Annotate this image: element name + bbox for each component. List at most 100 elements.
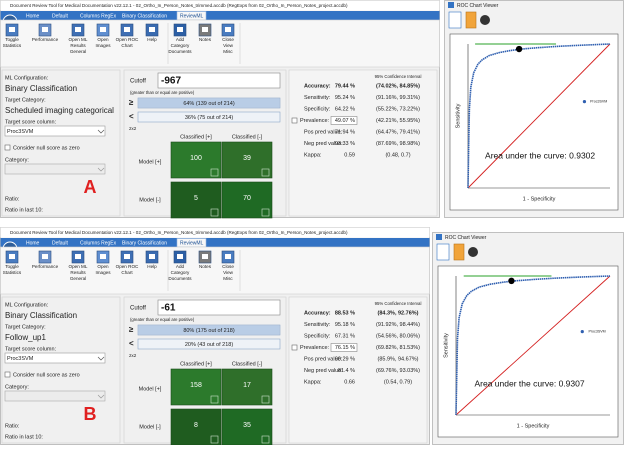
ribbon-button-label[interactable]: Open ML [69, 264, 88, 269]
ribbon-icon-detail [42, 254, 48, 259]
stats-pane [288, 69, 438, 217]
ribbon-button-label[interactable]: View [223, 270, 234, 275]
score-dropdown-value[interactable]: Proc3SVM [7, 129, 34, 135]
ribbon-button-label[interactable]: Images [95, 43, 111, 48]
x-axis-label: 1 - Specificity [517, 423, 550, 429]
ribbon-button-label[interactable]: Misc [223, 49, 233, 54]
stat-value: 71.94 % [335, 129, 355, 135]
ribbon-icon-detail [202, 254, 208, 259]
ribbon-icon-detail [149, 254, 155, 259]
toolbar-button[interactable] [453, 243, 465, 261]
matrix-cell[interactable] [221, 408, 273, 446]
ribbon-button-label[interactable]: Chart [121, 270, 133, 275]
ribbon-button-label[interactable]: Category [171, 43, 190, 48]
matrix-cell[interactable] [221, 141, 273, 179]
category-dropdown[interactable] [4, 163, 106, 175]
ribbon-button-label[interactable]: Toggle [5, 264, 19, 269]
score-dropdown[interactable] [4, 352, 106, 364]
app-window: Document Review Tool for Medical Documen… [0, 227, 430, 446]
cutoff-value[interactable]: -61 [161, 303, 176, 314]
cutoff-value[interactable]: -967 [161, 76, 181, 87]
ribbon-button-label[interactable]: Misc [223, 276, 233, 281]
lt-text: 36% (75 out of 214) [185, 115, 233, 121]
prevalence-checkbox[interactable] [291, 117, 298, 124]
legend-marker [580, 330, 584, 334]
stats-pane [288, 296, 428, 444]
matrix-title: 2x2 [129, 126, 137, 131]
toolbar-button[interactable] [468, 247, 478, 257]
lt-symbol: < [129, 339, 134, 348]
ribbon-button-label[interactable]: Results [70, 270, 86, 275]
ribbon-button-label[interactable]: Performance [32, 264, 59, 269]
ribbon-tab[interactable]: Columns RegEx [80, 240, 117, 246]
ribbon-tab[interactable]: Default [52, 13, 68, 19]
ribbon-button-label[interactable]: Statistics [3, 43, 22, 48]
matrix-cell[interactable] [170, 368, 222, 406]
ribbon-button-label[interactable]: Add [176, 37, 185, 42]
legend-label: Proc3SVM [588, 330, 605, 334]
ribbon-button-label[interactable]: Performance [32, 37, 59, 42]
ribbon-tab[interactable]: Columns RegEx [80, 13, 117, 19]
ribbon-button-label[interactable]: Help [147, 37, 157, 42]
panel-label: B [84, 404, 97, 424]
cutoff-input[interactable] [157, 72, 281, 89]
ribbon-tab[interactable]: ReviewML [180, 13, 204, 19]
ribbon-tab[interactable]: Binary Classification [122, 240, 167, 246]
lt-bar-track [137, 338, 281, 350]
ribbon-button-label[interactable]: General [70, 276, 86, 281]
ribbon-button-label[interactable]: Statistics [3, 270, 22, 275]
prevalence-checkbox[interactable] [291, 344, 298, 351]
ribbon-button-label[interactable]: Toggle [5, 37, 19, 42]
stat-value: 88.53 % [335, 310, 355, 316]
score-dropdown-value[interactable]: Proc3SVM [7, 356, 34, 362]
ribbon-icon-detail [9, 254, 15, 259]
stat-label: Prevalence: [300, 345, 330, 351]
ribbon-tab[interactable]: ReviewML [180, 240, 204, 246]
ribbon-tab[interactable]: Default [52, 240, 68, 246]
ribbon-button-label[interactable]: Open [97, 264, 109, 269]
prevalence-input[interactable] [330, 343, 358, 352]
ribbon-button-label[interactable]: Documents [168, 49, 192, 54]
matrix-cell[interactable] [170, 141, 222, 179]
ribbon-button-label[interactable]: Add [176, 264, 185, 269]
ribbon-button-label[interactable]: General [70, 49, 86, 54]
toolbar-button[interactable] [465, 11, 477, 29]
ribbon-button-label[interactable]: Documents [168, 276, 192, 281]
ribbon-button-label[interactable]: Results [70, 43, 86, 48]
toolbar-button[interactable] [480, 15, 490, 25]
ribbon-button-label[interactable]: Open ML [69, 37, 88, 42]
ribbon-button-label[interactable]: Help [147, 264, 157, 269]
toolbar-button[interactable] [448, 11, 462, 29]
matrix-cell[interactable] [221, 181, 273, 219]
matrix-cell[interactable] [170, 181, 222, 219]
ribbon-button-label[interactable]: Notes [199, 264, 212, 269]
ribbon-button-label[interactable]: Notes [199, 37, 212, 42]
ribbon-tab[interactable]: Binary Classification [122, 13, 167, 19]
matrix-cell[interactable] [221, 368, 273, 406]
ribbon-button-label[interactable]: Open [97, 37, 109, 42]
ci-title: 95% Confidence Interval [375, 301, 422, 306]
ribbon-button-label[interactable]: View [223, 43, 234, 48]
cutoff-input[interactable] [157, 299, 281, 316]
prevalence-input[interactable] [330, 116, 358, 125]
ribbon-button-label[interactable]: Open ROC [116, 37, 139, 42]
stat-label: Sensitivity: [304, 95, 331, 101]
ribbon-tab[interactable]: Home [26, 240, 40, 246]
category-dropdown[interactable] [4, 390, 106, 402]
ribbon-tab[interactable]: Home [26, 13, 40, 19]
ribbon-button-label[interactable]: Close [222, 264, 234, 269]
ribbon-button-label[interactable]: Category [171, 270, 190, 275]
score-dropdown[interactable] [4, 125, 106, 137]
matrix-cell-count: 70 [243, 195, 251, 202]
matrix-cell[interactable] [170, 408, 222, 446]
null-zero-checkbox[interactable] [4, 144, 11, 151]
app-window: Document Review Tool for Medical Documen… [0, 0, 440, 219]
ribbon-icon-detail [42, 27, 48, 32]
ribbon-button-label[interactable]: Open ROC [116, 264, 139, 269]
ge-symbol: ≥ [129, 325, 134, 334]
toolbar-button[interactable] [436, 243, 450, 261]
null-zero-checkbox[interactable] [4, 371, 11, 378]
ribbon-button-label[interactable]: Images [95, 270, 111, 275]
ribbon-button-label[interactable]: Chart [121, 43, 133, 48]
ribbon-button-label[interactable]: Close [222, 37, 234, 42]
